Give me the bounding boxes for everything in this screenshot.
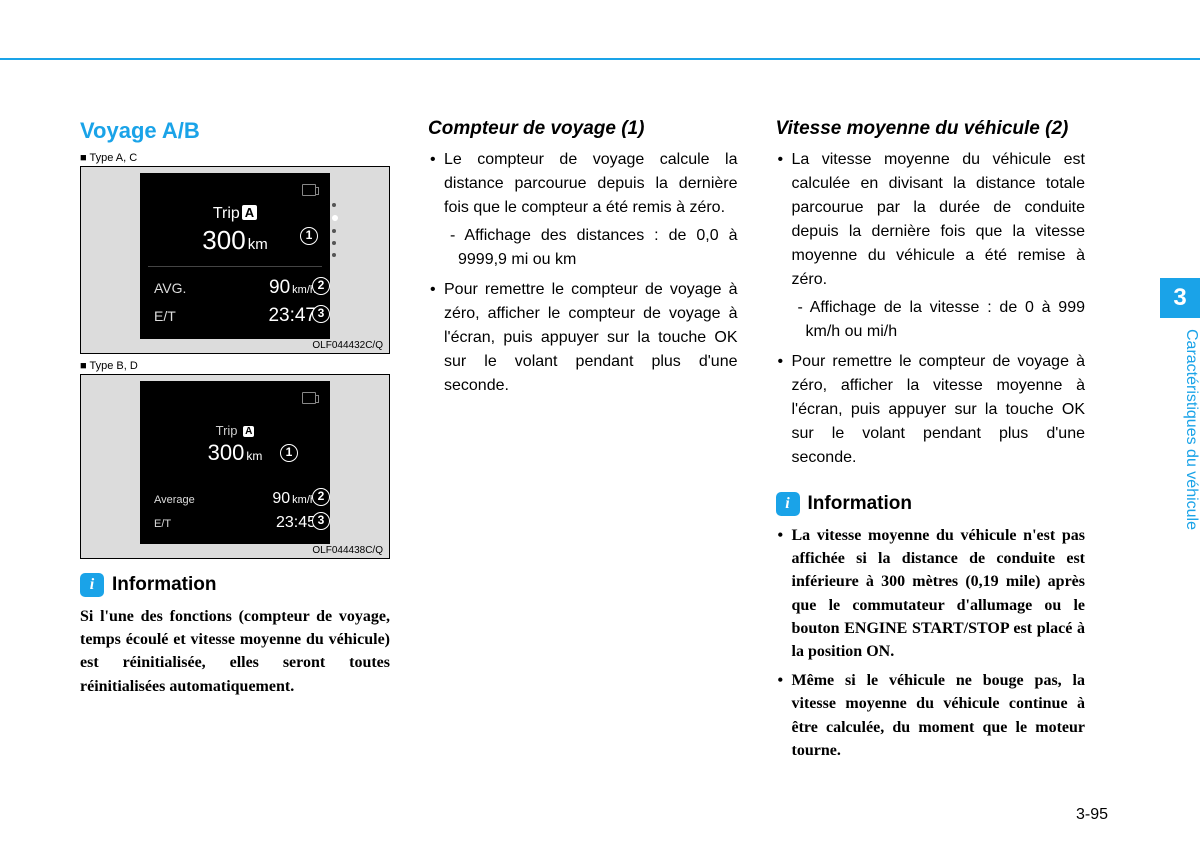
info-icon: i — [80, 573, 104, 597]
cluster-b-screen: Trip A 300km 1 Average 90km/h 2 E/T 23:4… — [140, 381, 330, 544]
et-row: E/T 23:47 3 — [154, 305, 316, 327]
marker-3: 3 — [312, 305, 330, 323]
et-label: E/T — [154, 518, 171, 530]
trip-distance-b: 300km 1 — [154, 440, 316, 466]
trip-distance: 300km 1 — [154, 225, 316, 256]
list-item: Même si le véhicule ne bouge pas, la vit… — [776, 669, 1086, 762]
vitesse-list: La vitesse moyenne du véhicule est calcu… — [776, 148, 1086, 470]
info-heading-1: i Information — [80, 573, 390, 597]
compteur-list: Le compteur de voyage calcule la distanc… — [428, 148, 738, 398]
list-item: Pour remettre le compteur de voyage à zé… — [776, 350, 1086, 470]
trip-badge: A — [243, 426, 254, 437]
trip-text: Trip — [213, 205, 240, 222]
list-item: Pour remettre le compteur de voyage à zé… — [428, 278, 738, 398]
trip-text: Trip — [216, 423, 238, 438]
marker-1: 1 — [280, 444, 298, 462]
info-heading-2: i Information — [776, 492, 1086, 516]
info-icon: i — [776, 492, 800, 516]
fuel-icon — [302, 392, 316, 404]
page-content: Voyage A/B ■ Type A, C TripA 300km 1 AVG… — [80, 118, 1085, 768]
avg-value: 90 — [272, 490, 290, 507]
chapter-side-label: Caractéristiques du véhicule — [1160, 325, 1200, 605]
distance-value: 300 — [202, 225, 245, 255]
list-item: Le compteur de voyage calcule la distanc… — [428, 148, 738, 272]
heading-vitesse: Vitesse moyenne du véhicule (2) — [776, 118, 1086, 140]
sub-bullet: - Affichage de la vitesse : de 0 à 999 k… — [792, 296, 1086, 344]
avg-value: 90 — [269, 277, 290, 298]
bullet-text: Le compteur de voyage calcule la distanc… — [444, 151, 738, 216]
info-list-2: La vitesse moyenne du véhicule n'est pas… — [776, 524, 1086, 762]
distance-value: 300 — [208, 440, 245, 465]
et-row-b: E/T 23:45 3 — [154, 514, 316, 532]
trip-badge: A — [242, 205, 257, 220]
column-1: Voyage A/B ■ Type A, C TripA 300km 1 AVG… — [80, 118, 390, 768]
avg-row: AVG. 90km/h 2 — [154, 277, 316, 299]
avg-row-b: Average 90km/h 2 — [154, 490, 316, 508]
heading-voyage: Voyage A/B — [80, 118, 390, 144]
cluster-a-figure: TripA 300km 1 AVG. 90km/h 2 E/T 23:47 3 — [80, 166, 390, 354]
top-rule — [0, 58, 1200, 60]
et-value: 23:47 — [268, 305, 316, 327]
figure-code-a: OLF044432C/Q — [312, 340, 383, 351]
trip-label-b: Trip A — [154, 423, 316, 438]
type-a-label: ■ Type A, C — [80, 152, 390, 164]
page-number: 3-95 — [1076, 806, 1108, 824]
marker-2: 2 — [312, 277, 330, 295]
column-3: Vitesse moyenne du véhicule (2) La vites… — [776, 118, 1086, 768]
chapter-tab: 3 — [1160, 278, 1200, 318]
trip-label: TripA — [154, 205, 316, 223]
distance-unit: km — [246, 449, 262, 463]
et-label: E/T — [154, 308, 176, 324]
column-2: Compteur de voyage (1) Le compteur de vo… — [428, 118, 738, 768]
et-value: 23:45 — [276, 514, 316, 532]
type-b-label: ■ Type B, D — [80, 360, 390, 372]
cluster-b-figure: Trip A 300km 1 Average 90km/h 2 E/T 23:4… — [80, 374, 390, 559]
distance-unit: km — [248, 236, 268, 253]
figure-code-b: OLF044438C/Q — [312, 545, 383, 556]
info-title: Information — [808, 493, 913, 515]
info-title: Information — [112, 574, 217, 596]
info-body-1: Si l'une des fonctions (compteur de voya… — [80, 605, 390, 698]
list-item: La vitesse moyenne du véhicule est calcu… — [776, 148, 1086, 344]
fuel-icon — [302, 184, 316, 196]
bullet-text: La vitesse moyenne du véhicule est calcu… — [792, 151, 1086, 288]
sub-bullet: - Affichage des distances : de 0,0 à 999… — [444, 224, 738, 272]
list-item: La vitesse moyenne du véhicule n'est pas… — [776, 524, 1086, 663]
scroll-dots — [332, 203, 338, 257]
marker-2: 2 — [312, 488, 330, 506]
avg-label: Average — [154, 494, 195, 506]
marker-3: 3 — [312, 512, 330, 530]
cluster-a-screen: TripA 300km 1 AVG. 90km/h 2 E/T 23:47 3 — [140, 173, 330, 339]
heading-compteur: Compteur de voyage (1) — [428, 118, 738, 140]
marker-1: 1 — [300, 227, 318, 245]
avg-label: AVG. — [154, 280, 186, 296]
